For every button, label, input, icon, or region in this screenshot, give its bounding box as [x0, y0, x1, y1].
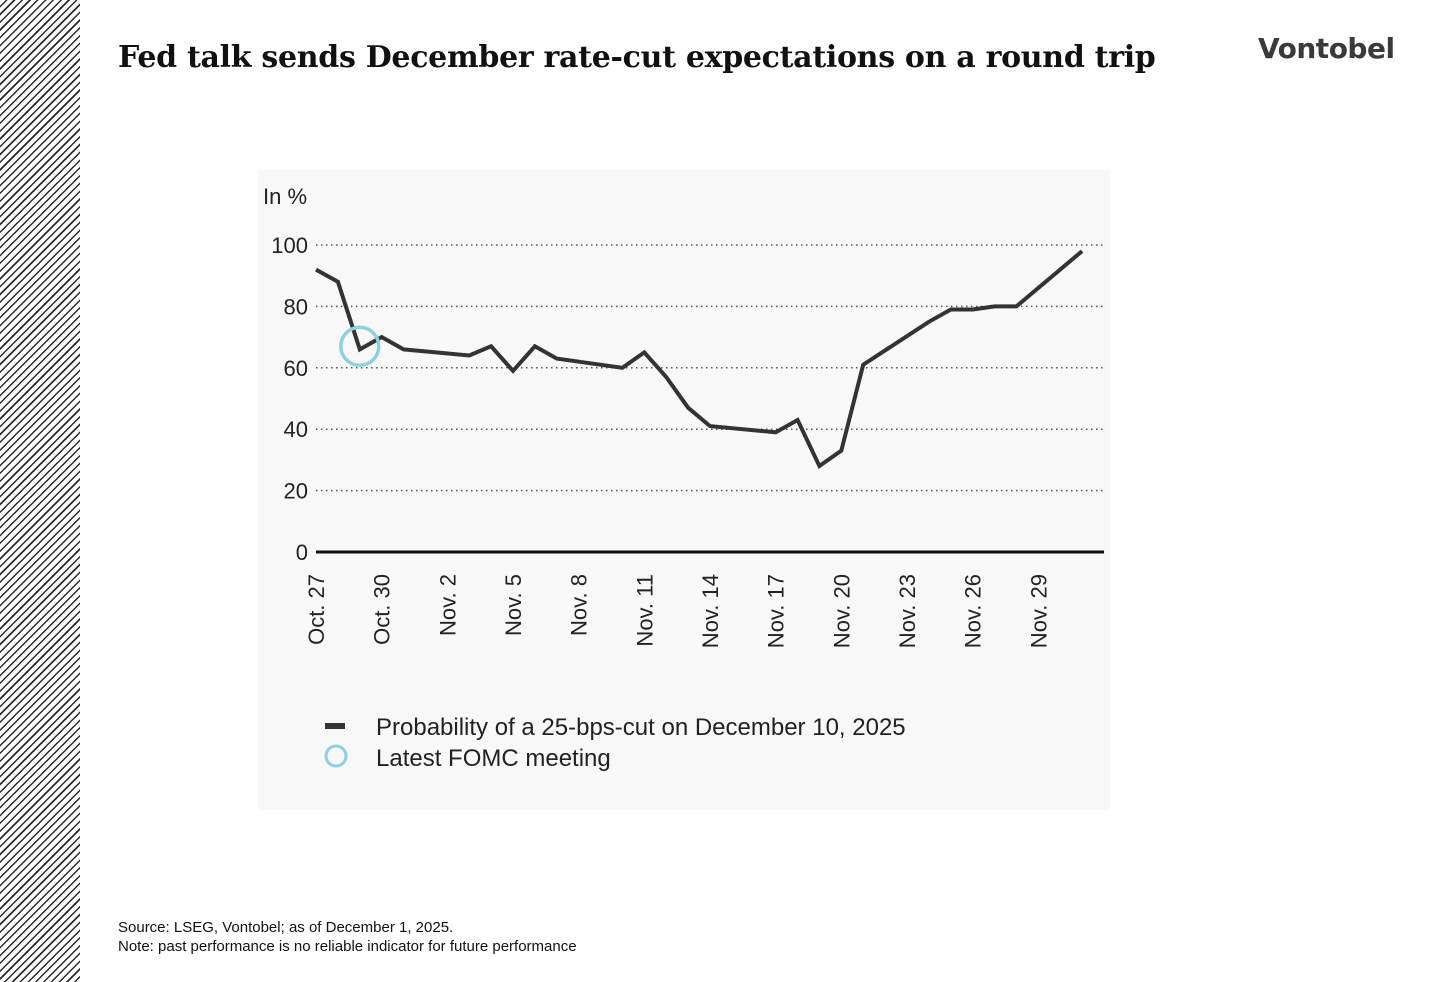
legend-entry-series: Probability of a 25-bps-cut on December … [376, 714, 906, 741]
y-tick-label: 20 [284, 479, 308, 504]
vontobel-logo: Vontobel [1258, 32, 1395, 65]
y-tick-label: 60 [284, 356, 308, 381]
chart-panel: In % 0 20 40 60 80 100 Oct. 27 Oct. 30 Nov. 2 Nov.… [258, 170, 1110, 810]
y-tick-label: 0 [296, 540, 308, 565]
x-tick-label: Nov. 5 [501, 574, 526, 636]
x-tick-label: Nov. 20 [829, 574, 854, 648]
x-tick-label: Oct. 27 [304, 574, 329, 645]
x-tick-label: Nov. 17 [764, 574, 789, 648]
x-tick-label: Oct. 30 [370, 574, 395, 645]
line-chart: In % 0 20 40 60 80 100 Oct. 27 Oct. 30 Nov. 2 Nov.… [263, 184, 1104, 772]
x-tick-label: Nov. 26 [961, 574, 986, 648]
x-tick-label: Nov. 23 [895, 574, 920, 648]
legend-line-swatch [325, 723, 345, 729]
y-tick-label: 40 [284, 417, 308, 442]
page-title: Fed talk sends December rate-cut expecta… [118, 40, 1156, 75]
y-axis-label: In % [263, 184, 307, 209]
x-tick-label: Nov. 14 [698, 574, 723, 648]
disclaimer-note: Note: past performance is no reliable in… [118, 938, 577, 955]
y-tick-label: 100 [271, 233, 308, 258]
fomc-meeting-marker [339, 325, 381, 368]
footnotes: Source: LSEG, Vontobel; as of December 1… [118, 918, 577, 956]
y-tick-label: 80 [284, 294, 308, 319]
x-tick-label: Nov. 8 [567, 574, 592, 636]
decorative-stripes [0, 0, 80, 982]
legend-circle-swatch [324, 744, 348, 768]
legend-entry-fomc: Latest FOMC meeting [376, 745, 611, 772]
x-tick-label: Nov. 29 [1026, 574, 1051, 648]
series-line [315, 249, 1084, 469]
x-tick-label: Nov. 2 [435, 574, 460, 636]
source-note: Source: LSEG, Vontobel; as of December 1… [118, 919, 454, 936]
x-tick-label: Nov. 11 [632, 574, 657, 647]
